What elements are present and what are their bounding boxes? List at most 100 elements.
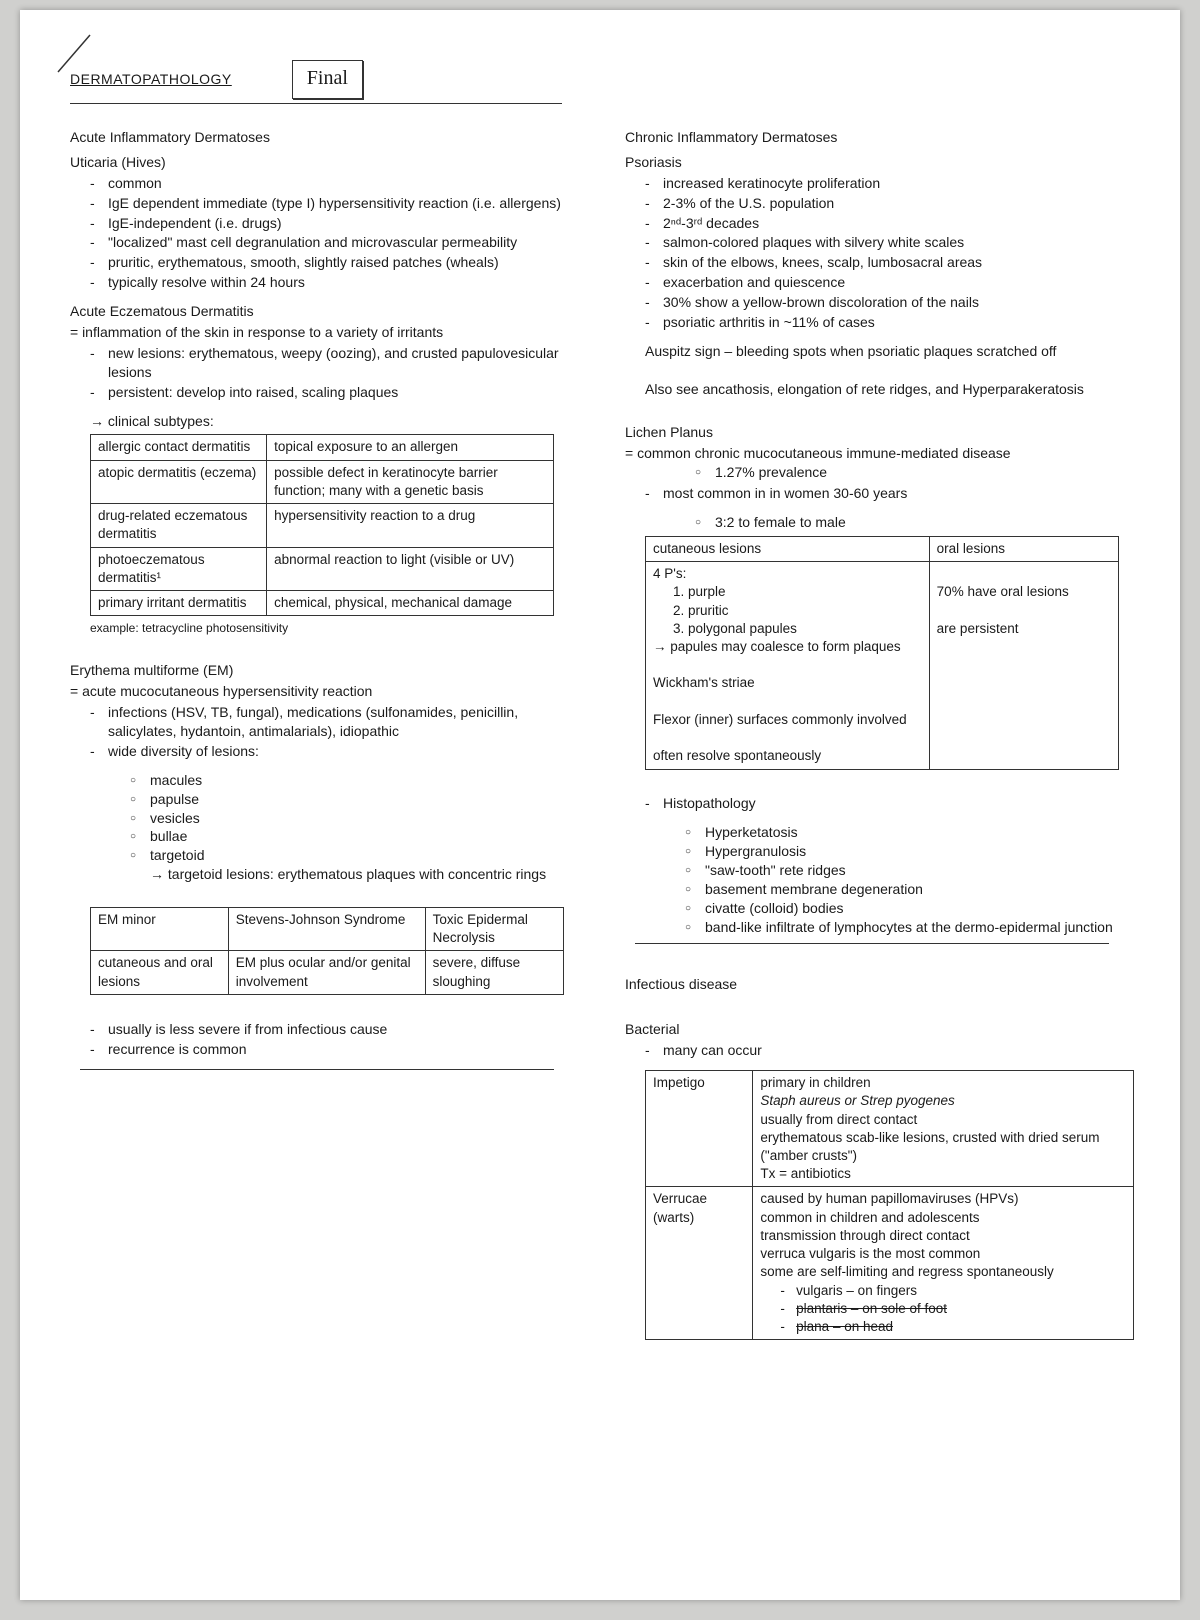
lichen-b: most common in in women 30-60 years (645, 484, 1140, 503)
cell-line: 4 P's: (653, 565, 922, 583)
infectious-heading: Infectious disease (625, 975, 1140, 994)
table-cell: hypersensitivity reaction to a drug (267, 504, 553, 547)
list-item: 3:2 to female to male (695, 513, 1140, 532)
table-cell: topical exposure to an allergen (267, 435, 553, 460)
table-cell: cutaneous and oral lesions (91, 951, 229, 994)
list-item: persistent: develop into raised, scaling… (90, 383, 585, 402)
table-cell: atopic dermatitis (eczema) (91, 460, 267, 503)
struck-text: plantaris – on sole of foot (796, 1301, 947, 1316)
also-see: Also see ancathosis, elongation of rete … (645, 380, 1140, 399)
cell-line: - plantaris – on sole of foot (780, 1300, 1126, 1318)
infectious-table: Impetigo primary in children Staph aureu… (645, 1070, 1134, 1340)
cell-line: 2. pruritic (673, 602, 922, 620)
cell-line: 1. purple (673, 583, 922, 601)
em-notes: usually is less severe if from infectiou… (90, 1020, 585, 1059)
list-item: "localized" mast cell degranulation and … (90, 233, 585, 252)
lichen-sub2: 3:2 to female to male (695, 513, 1140, 532)
eczema-def: = inflammation of the skin in response t… (70, 323, 585, 342)
cell-line: - vulgaris – on fingers (780, 1282, 1126, 1300)
cell-line: verruca vulgaris is the most common (760, 1245, 1126, 1263)
lichen-sub1: 1.27% prevalence (695, 463, 1140, 482)
table-cell: EM plus ocular and/or genital involvemen… (228, 951, 425, 994)
table-cell: Toxic Epidermal Necrolysis (425, 907, 563, 950)
final-box: Final (292, 60, 363, 99)
em-sublist: macules papulse vesicles bullae targetoi… (130, 771, 585, 865)
table-cell: severe, diffuse sloughing (425, 951, 563, 994)
list-item: targetoid (130, 846, 585, 865)
list-item: 30% show a yellow-brown discoloration of… (645, 293, 1140, 312)
left-column: Acute Inflammatory Dermatoses Uticaria (… (70, 118, 585, 1344)
list-item: pruritic, erythematous, smooth, slightly… (90, 253, 585, 272)
list-item: 2ⁿᵈ-3ʳᵈ decades (645, 214, 1140, 233)
table-cell: Impetigo (646, 1071, 753, 1187)
cell-line: 70% have oral lesions (937, 583, 1111, 601)
list-item: civatte (colloid) bodies (685, 899, 1140, 918)
list-item: most common in in women 30-60 years (645, 484, 1140, 503)
eczema-list: new lesions: erythematous, weepy (oozing… (90, 344, 585, 402)
table-cell: allergic contact dermatitis (91, 435, 267, 460)
right-column: Chronic Inflammatory Dermatoses Psoriasi… (625, 118, 1140, 1344)
uticaria-heading: Uticaria (Hives) (70, 153, 585, 172)
divider (80, 1069, 554, 1070)
cell-line: usually from direct contact (760, 1111, 1126, 1129)
cell-line: are persistent (937, 620, 1111, 638)
footnote: example: tetracycline photosensitivity (90, 620, 585, 636)
list-item: exacerbation and quiescence (645, 273, 1140, 292)
list-item: salmon-colored plaques with silvery whit… (645, 233, 1140, 252)
list-item: infections (HSV, TB, fungal), medication… (90, 703, 585, 741)
list-item: IgE-independent (i.e. drugs) (90, 214, 585, 233)
em-heading: Erythema multiforme (EM) (70, 661, 585, 680)
em-def: = acute mucocutaneous hypersensitivity r… (70, 682, 585, 701)
histo-list: Hyperketatosis Hypergranulosis "saw-toot… (685, 823, 1140, 936)
list-item: basement membrane degeneration (685, 880, 1140, 899)
psoriasis-list: increased keratinocyte proliferation 2-3… (645, 174, 1140, 332)
hand-drawn-slash (50, 30, 100, 80)
cell-line: → papules may coalesce to form plaques (653, 638, 922, 656)
table-header: cutaneous lesions (646, 536, 930, 561)
list-item: "saw-tooth" rete ridges (685, 861, 1140, 880)
italic-text: Staph aureus or Strep pyogenes (760, 1093, 954, 1108)
table-cell: possible defect in keratinocyte barrier … (267, 460, 553, 503)
cell-line: 3. polygonal papules (673, 620, 922, 638)
table-cell: drug-related eczematous dermatitis (91, 504, 267, 547)
list-item: skin of the elbows, knees, scalp, lumbos… (645, 253, 1140, 272)
list-item: papulse (130, 790, 585, 809)
list-item: bullae (130, 827, 585, 846)
cell-line: Staph aureus or Strep pyogenes (760, 1092, 1126, 1110)
list-item: vesicles (130, 809, 585, 828)
psoriasis-heading: Psoriasis (625, 153, 1140, 172)
list-item: band-like infiltrate of lymphocytes at t… (685, 918, 1140, 937)
divider (635, 943, 1109, 944)
table-cell: primary irritant dermatitis (91, 591, 267, 616)
lichen-table: cutaneous lesions oral lesions 4 P's: 1.… (645, 536, 1119, 770)
list-item: 1.27% prevalence (695, 463, 1140, 482)
cell-line: caused by human papillomaviruses (HPVs) (760, 1190, 1126, 1208)
em-table: EM minor Stevens-Johnson Syndrome Toxic … (90, 907, 564, 995)
cell-line: Flexor (inner) surfaces commonly involve… (653, 711, 922, 729)
auspitz: Auspitz sign – bleeding spots when psori… (645, 342, 1140, 361)
table-cell: Verrucae (warts) (646, 1187, 753, 1340)
struck-text: plana – on head (796, 1319, 893, 1334)
table-cell: Stevens-Johnson Syndrome (228, 907, 425, 950)
table-cell: EM minor (91, 907, 229, 950)
cell-line: - plana – on head (780, 1318, 1126, 1336)
uticaria-list: common IgE dependent immediate (type I) … (90, 174, 585, 292)
table-cell: 4 P's: 1. purple 2. pruritic 3. polygona… (646, 562, 930, 769)
cell-line: Wickham's striae (653, 674, 922, 692)
two-columns: Acute Inflammatory Dermatoses Uticaria (… (70, 118, 1140, 1344)
list-item: recurrence is common (90, 1040, 585, 1059)
subtypes-table: allergic contact dermatitistopical expos… (90, 434, 554, 616)
scanned-page: DERMATOPATHOLOGY Final Acute Inflammator… (20, 10, 1180, 1600)
em-list: infections (HSV, TB, fungal), medication… (90, 703, 585, 761)
header-row: DERMATOPATHOLOGY Final (70, 60, 562, 104)
list-item: macules (130, 771, 585, 790)
table-cell: 70% have oral lesions are persistent (929, 562, 1118, 769)
cell-line: Tx = antibiotics (760, 1165, 1126, 1183)
cell-line: erythematous scab-like lesions, crusted … (760, 1129, 1126, 1165)
lichen-def: = common chronic mucocutaneous immune-me… (625, 444, 1140, 463)
table-cell: chemical, physical, mechanical damage (267, 591, 553, 616)
list-item: psoriatic arthritis in ~11% of cases (645, 313, 1140, 332)
table-cell: abnormal reaction to light (visible or U… (267, 547, 553, 590)
list-item: increased keratinocyte proliferation (645, 174, 1140, 193)
lichen-heading: Lichen Planus (625, 423, 1140, 442)
